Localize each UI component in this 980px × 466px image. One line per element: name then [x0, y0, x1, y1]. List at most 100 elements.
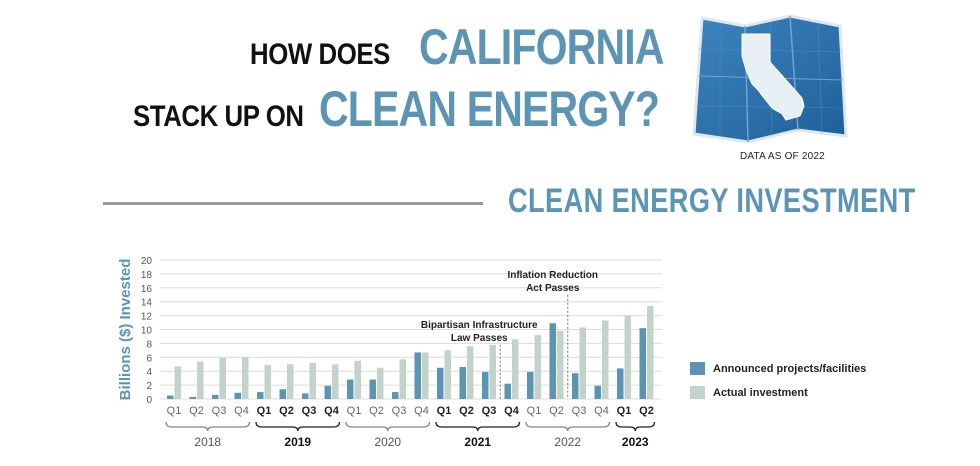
- x-tick-label: Q4: [594, 405, 609, 417]
- bar-actual: [219, 357, 226, 399]
- title-dark-text-1: HOW DOES: [250, 38, 390, 71]
- bar-announced: [279, 389, 286, 399]
- section-title: CLEAN ENERGY INVESTMENT: [508, 182, 916, 220]
- x-tick-label: Q1: [347, 405, 362, 417]
- annotation-label: Bipartisan Infrastructure: [421, 320, 538, 331]
- y-tick-label: 0: [146, 395, 152, 406]
- bar-announced: [189, 396, 196, 399]
- x-tick-label: Q1: [617, 405, 632, 417]
- bar-actual: [489, 344, 496, 399]
- x-tick-label: Q3: [572, 405, 587, 417]
- bar-announced: [302, 393, 309, 399]
- bar-announced: [437, 367, 444, 399]
- y-axis-label: Billions ($) Invested: [117, 259, 134, 401]
- year-label: 2023: [622, 435, 649, 449]
- bar-announced: [594, 385, 601, 399]
- y-tick-label: 2: [146, 381, 152, 392]
- x-tick-label: Q1: [527, 405, 542, 417]
- bar-actual: [647, 305, 654, 399]
- bar-announced: [504, 383, 511, 399]
- title-dark-text-2: STACK UP ON: [133, 100, 304, 133]
- bar-actual: [557, 330, 564, 399]
- bar-announced: [257, 392, 264, 399]
- x-tick-label: Q2: [189, 405, 204, 417]
- x-tick-label: Q4: [414, 405, 429, 417]
- bar-announced: [212, 394, 219, 399]
- bar-announced: [392, 392, 399, 399]
- bar-announced: [639, 328, 646, 399]
- bar-actual: [174, 366, 181, 399]
- x-tick-label: Q4: [234, 405, 249, 417]
- bar-announced: [549, 323, 556, 399]
- y-tick-label: 6: [146, 353, 152, 364]
- year-bracket: [345, 421, 431, 432]
- bar-actual: [444, 350, 451, 399]
- x-tick-label: Q2: [369, 405, 384, 417]
- x-tick-label: Q1: [167, 405, 182, 417]
- investment-bar-chart: 0 2 4 6 8 10 12 14 16 18 20 Billions ($) Invested Q1…: [117, 256, 662, 449]
- legend-swatch-announced: [690, 362, 705, 375]
- x-tick-label: Q3: [482, 405, 497, 417]
- bar-actual: [332, 364, 339, 399]
- bar-announced: [347, 379, 354, 399]
- bar-actual: [377, 367, 384, 399]
- year-bracket: [165, 421, 251, 432]
- x-tick-label: Q2: [279, 405, 294, 417]
- data-date-note: DATA AS OF 2022: [740, 151, 825, 162]
- title-highlight-text-1: CALIFORNIA: [418, 19, 664, 75]
- y-tick-label: 4: [146, 367, 152, 378]
- annotation-label: Inflation Reduction: [507, 270, 598, 281]
- year-bracket: [525, 421, 611, 432]
- x-tick-label: Q3: [392, 405, 407, 417]
- year-label: 2019: [284, 435, 311, 449]
- bar-announced: [459, 367, 466, 399]
- bar-announced: [527, 371, 534, 399]
- legend-item-announced: Announced projects/facilities: [690, 362, 866, 375]
- bar-announced: [324, 385, 331, 399]
- legend-label-announced: Announced projects/facilities: [713, 362, 867, 375]
- legend-item-actual: Actual investment: [690, 386, 808, 399]
- bar-announced: [369, 379, 376, 399]
- bar-actual: [287, 364, 294, 399]
- bar-actual: [242, 357, 249, 399]
- title-line-1: HOW DOES CALIFORNIA: [250, 18, 717, 76]
- bar-actual: [422, 352, 429, 399]
- bar-actual: [624, 315, 631, 399]
- year-label: 2018: [194, 435, 221, 449]
- x-tick-label: Q4: [504, 405, 520, 417]
- y-tick-label: 12: [141, 312, 153, 323]
- section-divider: [103, 202, 483, 205]
- y-tick-label: 10: [141, 326, 153, 337]
- bar-actual: [467, 346, 474, 399]
- bar-actual: [579, 327, 586, 399]
- bar-actual: [309, 362, 316, 399]
- year-label: 2021: [464, 435, 491, 449]
- bar-actual: [602, 320, 609, 399]
- bar-announced: [167, 395, 174, 399]
- year-bracket: [255, 421, 341, 432]
- x-tick-label: Q3: [302, 405, 317, 417]
- title-line-2: STACK UP ON CLEAN ENERGY?: [133, 80, 734, 138]
- x-tick-label: Q1: [257, 405, 272, 417]
- year-label: 2022: [554, 435, 581, 449]
- bar-actual: [354, 360, 361, 399]
- annotation-label: Law Passes: [451, 333, 508, 344]
- y-tick-label: 8: [146, 339, 152, 350]
- x-tick-label: Q1: [437, 405, 452, 417]
- title-highlight-text-2: CLEAN ENERGY?: [319, 81, 660, 137]
- year-bracket: [615, 421, 656, 432]
- bar-announced: [482, 371, 489, 399]
- y-tick-label: 18: [141, 270, 153, 281]
- x-tick-label: Q2: [639, 405, 654, 417]
- bar-actual: [399, 359, 406, 399]
- bar-actual: [264, 364, 271, 399]
- bar-announced: [414, 352, 421, 399]
- year-label: 2020: [374, 435, 401, 449]
- bar-announced: [572, 373, 579, 399]
- year-bracket: [435, 421, 521, 432]
- y-tick-label: 20: [141, 256, 153, 267]
- x-tick-label: Q2: [459, 405, 474, 417]
- bar-actual: [197, 361, 204, 399]
- x-tick-label: Q3: [212, 405, 227, 417]
- legend-swatch-actual: [690, 386, 705, 399]
